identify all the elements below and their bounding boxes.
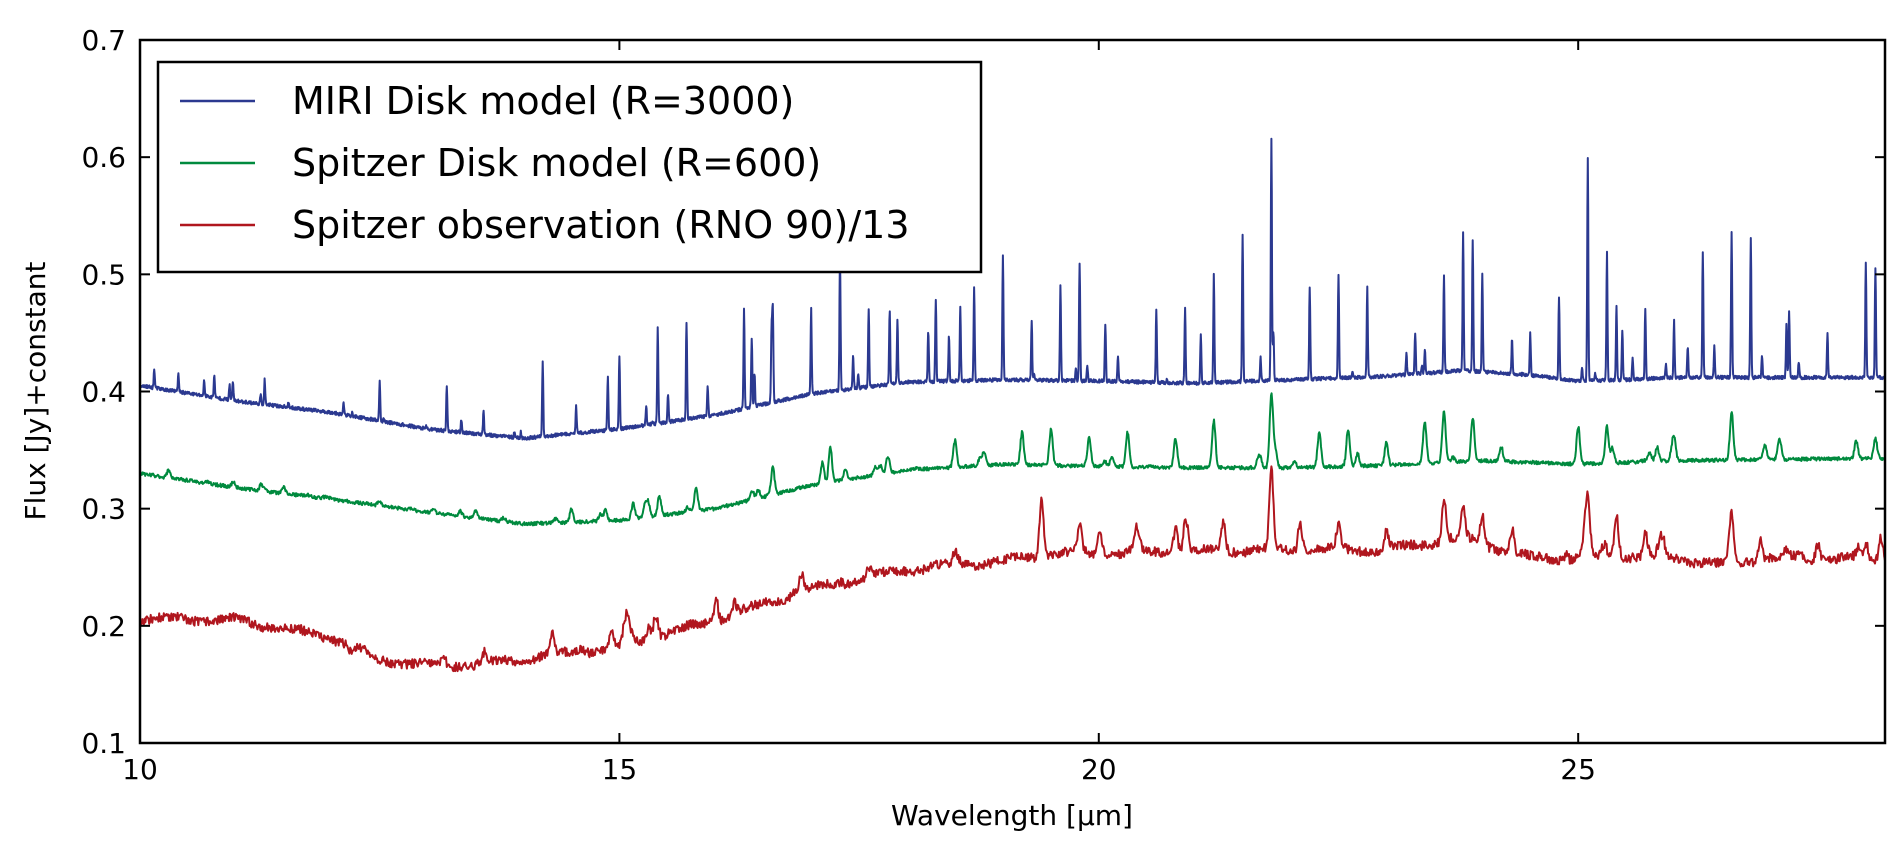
x-axis-label: Wavelength [μm] — [891, 799, 1133, 832]
x-tick-label-10: 10 — [122, 753, 158, 786]
legend-box — [156, 60, 983, 274]
x-tick-label-25: 25 — [1560, 753, 1596, 786]
y-tick-label-1: 0.2 — [81, 610, 126, 643]
legend-label-spitzer-obs: Spitzer observation (RNO 90)/13 — [292, 203, 910, 247]
y-tick-label-5: 0.6 — [81, 141, 126, 174]
legend: MIRI Disk model (R=3000) Spitzer Disk mo… — [156, 60, 983, 274]
x-tick-label-20: 20 — [1081, 753, 1117, 786]
y-axis-label: Flux [Jy]+constant — [19, 262, 52, 521]
y-tick-label-2: 0.3 — [81, 493, 126, 526]
legend-label-spitzer-model: Spitzer Disk model (R=600) — [292, 141, 821, 185]
y-tick-label-4: 0.5 — [81, 258, 126, 291]
x-tick-label-15: 15 — [602, 753, 638, 786]
series-spitzer-observation — [139, 465, 1886, 673]
series-spitzer-disk-model — [139, 392, 1886, 527]
series-miri-disk-model — [139, 137, 1886, 441]
legend-label-miri: MIRI Disk model (R=3000) — [292, 79, 794, 123]
series-layer — [139, 137, 1886, 673]
y-tick-label-0: 0.1 — [81, 727, 126, 760]
tick-layer: 10 15 20 25 0.1 0.2 0.3 0.4 0.5 0.6 0.7 — [81, 24, 1885, 786]
y-tick-label-6: 0.7 — [81, 24, 126, 57]
y-tick-label-3: 0.4 — [81, 376, 126, 409]
